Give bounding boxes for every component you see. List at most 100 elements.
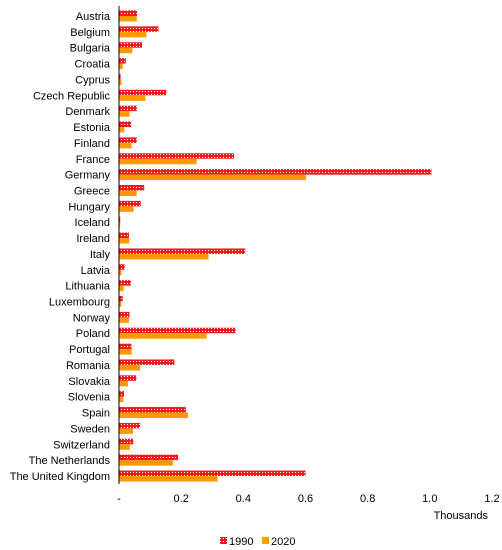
bar-1990: [119, 26, 159, 32]
bar-2020: [119, 349, 132, 355]
bar-1990: [119, 391, 124, 397]
category-labels: Austria Belgium Bulgaria Croatia Cyprus Czech…: [10, 11, 111, 483]
bar-1990: [119, 343, 132, 350]
bar-2020: [119, 460, 173, 466]
bar-1990: [119, 216, 121, 223]
bars: [119, 10, 432, 482]
bar-1990: [119, 232, 129, 239]
bar-1990: [119, 438, 134, 445]
category-label: Czech Republic: [33, 90, 111, 102]
category-label: Portugal: [69, 344, 110, 356]
category-label: Iceland: [75, 217, 110, 229]
category-label: Cyprus: [75, 74, 110, 86]
category-label: Greece: [74, 185, 110, 197]
bar-1990: [119, 264, 125, 270]
bar-1990: [119, 169, 432, 175]
bar-1990: [119, 454, 179, 461]
category-label: Lithuania: [65, 281, 111, 293]
category-label: Belgium: [70, 27, 110, 39]
category-label: Spain: [82, 408, 110, 420]
bar-2020: [119, 222, 121, 228]
x-tick-labels: - 0.2 0.4 0.6 0.8 1.0 1.2: [117, 493, 499, 505]
bar-1990: [119, 407, 186, 413]
bar-1990: [119, 327, 236, 334]
bar-2020: [119, 158, 197, 165]
bar-2020: [119, 206, 134, 212]
category-label: Germany: [65, 170, 111, 182]
category-label: France: [76, 154, 110, 166]
bar-1990: [119, 184, 145, 191]
bar-1990: [119, 359, 175, 365]
bar-2020: [119, 142, 132, 149]
category-label: Switzerland: [53, 439, 110, 451]
category-label: The United Kingdom: [10, 471, 110, 483]
bar-2020: [119, 476, 218, 482]
bar-1990: [119, 121, 132, 128]
legend: 1990 2020: [220, 536, 295, 548]
legend-swatch-2020: [262, 537, 269, 544]
bar-2020: [119, 16, 137, 22]
category-label: Slovakia: [68, 376, 110, 388]
category-label: Finland: [74, 138, 110, 150]
x-tick-label: 1.2: [484, 493, 499, 505]
bar-2020: [119, 79, 122, 85]
bar-2020: [119, 364, 141, 371]
category-label: Denmark: [65, 106, 110, 118]
bar-1990: [119, 137, 137, 143]
legend-label: 2020: [271, 536, 295, 548]
x-tick-label: 0.4: [236, 493, 251, 505]
bar-2020: [119, 190, 137, 196]
bar-2020: [119, 301, 122, 308]
bar-2020: [119, 396, 124, 403]
category-label: Hungary: [68, 201, 110, 213]
category-label: Italy: [90, 249, 111, 261]
bar-2020: [119, 269, 122, 276]
category-label: Luxembourg: [49, 297, 110, 309]
bar-1990: [119, 280, 131, 286]
bar-2020: [119, 127, 125, 133]
bar-2020: [119, 238, 130, 244]
bar-1990: [119, 248, 246, 254]
bar-1990: [119, 73, 121, 80]
x-axis-title: Thousands: [434, 510, 489, 522]
bar-1990: [119, 42, 143, 48]
category-label: Austria: [76, 11, 111, 23]
category-label: Slovenia: [68, 392, 111, 404]
bar-2020: [119, 111, 130, 117]
x-tick-label: 1.0: [422, 493, 437, 505]
category-label: Estonia: [73, 122, 111, 134]
bar-1990: [119, 311, 130, 318]
bar-1990: [119, 200, 141, 207]
bar-2020: [119, 174, 307, 181]
category-label: Ireland: [76, 233, 110, 245]
bar-2020: [119, 31, 147, 38]
bar-1990: [119, 153, 235, 159]
bar-2020: [119, 95, 146, 101]
legend-swatch-1990: [220, 537, 227, 544]
bar-2020: [119, 47, 133, 54]
category-label: Sweden: [70, 423, 110, 435]
category-label: Romania: [66, 360, 111, 372]
bar-1990: [119, 89, 167, 96]
bar-1990: [119, 422, 141, 429]
category-label: Croatia: [75, 59, 111, 71]
x-tick-label: 0.2: [174, 493, 189, 505]
bar-2020: [119, 333, 207, 339]
bar-2020: [119, 63, 123, 70]
category-label: Poland: [76, 328, 110, 340]
category-label: Norway: [73, 312, 111, 324]
bar-1990: [119, 105, 137, 112]
bar-2020: [119, 444, 130, 450]
bar-1990: [119, 10, 138, 16]
bar-2020: [119, 285, 124, 292]
bar-2020: [119, 380, 129, 387]
legend-label: 1990: [229, 536, 253, 548]
category-label: Latvia: [81, 265, 111, 277]
x-tick-label: -: [117, 493, 121, 505]
bar-1990: [119, 296, 123, 302]
bar-2020: [119, 428, 133, 434]
bar-2020: [119, 317, 129, 323]
bar-2020: [119, 253, 209, 260]
category-label: The Netherlands: [29, 455, 111, 467]
